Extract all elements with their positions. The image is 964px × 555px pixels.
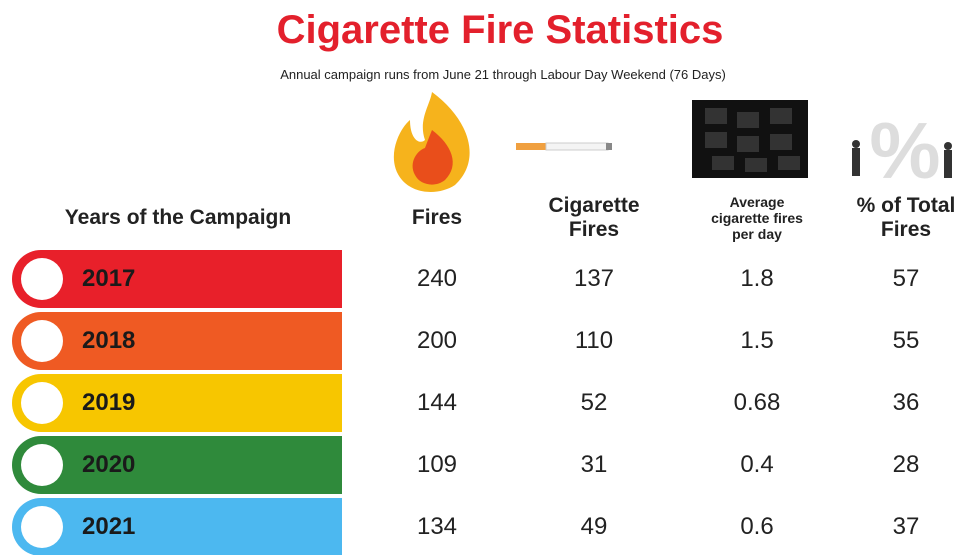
year-label: 2020: [82, 451, 135, 479]
cell-value: 137: [574, 265, 614, 293]
year-label: 2019: [82, 389, 135, 417]
year-label: 2021: [82, 513, 135, 541]
percent-icon: %: [852, 106, 952, 195]
year-label: 2018: [82, 327, 135, 355]
svg-text:%: %: [869, 106, 940, 195]
year-circle: [21, 320, 63, 362]
icons: %: [0, 0, 964, 200]
flame-icon: [394, 92, 470, 192]
column-header: Average cigarette fires per day: [700, 194, 815, 242]
column-header: % of Total Fires: [846, 194, 964, 242]
cell-value: 0.6: [740, 513, 773, 541]
cell-value: 110: [575, 327, 613, 355]
column-header: Fires: [412, 206, 462, 230]
cell-value: 36: [893, 389, 920, 417]
year-circle: [21, 506, 63, 548]
year-circle: [21, 444, 63, 486]
cell-value: 240: [417, 265, 457, 293]
cell-value: 28: [893, 451, 920, 479]
column-header: Years of the Campaign: [65, 206, 291, 230]
column-header: Cigarette Fires: [529, 194, 659, 242]
cell-value: 55: [893, 327, 920, 355]
cigarette-icon: [516, 143, 612, 150]
year-label: 2017: [82, 265, 135, 293]
cell-value: 37: [893, 513, 920, 541]
cell-value: 52: [581, 389, 608, 417]
cell-value: 0.68: [734, 389, 781, 417]
cell-value: 200: [417, 327, 457, 355]
cell-value: 144: [417, 389, 457, 417]
calculator-icon: [692, 100, 808, 178]
cell-value: 134: [417, 513, 457, 541]
cell-value: 1.8: [740, 265, 773, 293]
cell-value: 49: [581, 513, 608, 541]
year-circle: [21, 382, 63, 424]
cell-value: 57: [893, 265, 920, 293]
year-circle: [21, 258, 63, 300]
cell-value: 31: [581, 451, 608, 479]
page: Cigarette Fire Statistics Annual campaig…: [0, 0, 964, 555]
cell-value: 0.4: [740, 451, 773, 479]
cell-value: 1.5: [740, 327, 773, 355]
cell-value: 109: [417, 451, 457, 479]
